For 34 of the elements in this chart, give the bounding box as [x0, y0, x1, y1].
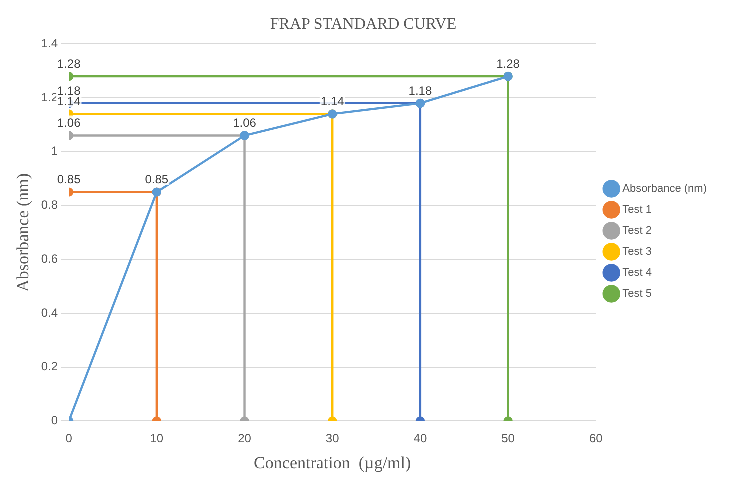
data-label: 1.18: [57, 84, 82, 98]
y-tick-label: 1.2: [41, 90, 58, 104]
x-tick-label: 60: [589, 432, 604, 446]
x-tick-label: 0: [66, 432, 73, 446]
chart-title: FRAP STANDARD CURVE: [270, 16, 457, 33]
data-label: 0.85: [145, 172, 169, 187]
y-axis-title: Absorbance (nm): [14, 173, 33, 292]
x-tick-label: 30: [326, 432, 340, 446]
legend-label: Test 1: [622, 204, 652, 216]
x-tick-label: 20: [238, 432, 252, 446]
y-tick-label: 0.6: [41, 252, 58, 266]
x-tick-label: 50: [502, 432, 516, 446]
y-tick-label: 1.4: [41, 36, 58, 51]
y-tick-label: 1: [51, 144, 58, 158]
data-label: 1.14: [57, 94, 82, 109]
x-tick-label: 40: [414, 432, 428, 446]
data-label: 1.18: [408, 84, 432, 98]
y-tick-label: 0.8: [41, 198, 58, 212]
data-label: 1.28: [57, 56, 82, 71]
data-label: 1.06: [233, 116, 257, 130]
legend-label: Test 5: [622, 288, 652, 300]
legend-label: Test 4: [622, 267, 652, 280]
y-tick-label: 0.4: [41, 306, 58, 320]
x-tick-label: 10: [150, 432, 164, 446]
data-label: 1.28: [496, 56, 520, 71]
data-label: 1.14: [320, 94, 345, 109]
y-tick-label: 0: [51, 414, 58, 428]
data-label: 1.06: [57, 116, 82, 130]
x-axis-title: Concentration (µg/ml): [254, 453, 412, 472]
legend-label: Test 3: [622, 246, 652, 258]
legend-label: Absorbance (nm): [622, 183, 708, 196]
y-tick-label: 0.2: [41, 360, 58, 374]
data-label: 0.85: [57, 172, 82, 187]
legend-label: Test 2: [622, 225, 652, 238]
